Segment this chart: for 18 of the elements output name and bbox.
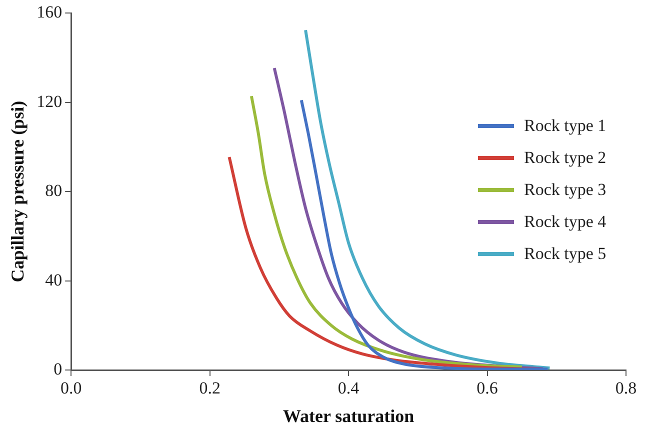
y-axis-title: Capillary pressure (psi)	[7, 100, 28, 282]
x-tick-label: 0.6	[476, 378, 498, 398]
x-tick-label: 0.0	[60, 378, 82, 398]
y-tick-label: 160	[36, 2, 62, 22]
x-tick-label: 0.2	[199, 378, 220, 398]
x-axis-title: Water saturation	[282, 406, 414, 426]
legend-label: Rock type 1	[524, 116, 606, 136]
legend-label: Rock type 3	[524, 180, 606, 200]
x-tick-label: 0.4	[338, 378, 360, 398]
y-tick-label: 80	[45, 181, 62, 200]
legend-label: Rock type 2	[524, 148, 606, 168]
y-tick-label: 40	[45, 270, 62, 290]
legend-label: Rock type 5	[524, 244, 606, 264]
y-tick-label: 120	[36, 92, 62, 111]
y-tick-label: 0	[54, 359, 62, 378]
x-tick-label: 0.8	[615, 378, 637, 398]
line-series	[250, 94, 524, 369]
legend-label: Rock type 4	[524, 212, 606, 232]
